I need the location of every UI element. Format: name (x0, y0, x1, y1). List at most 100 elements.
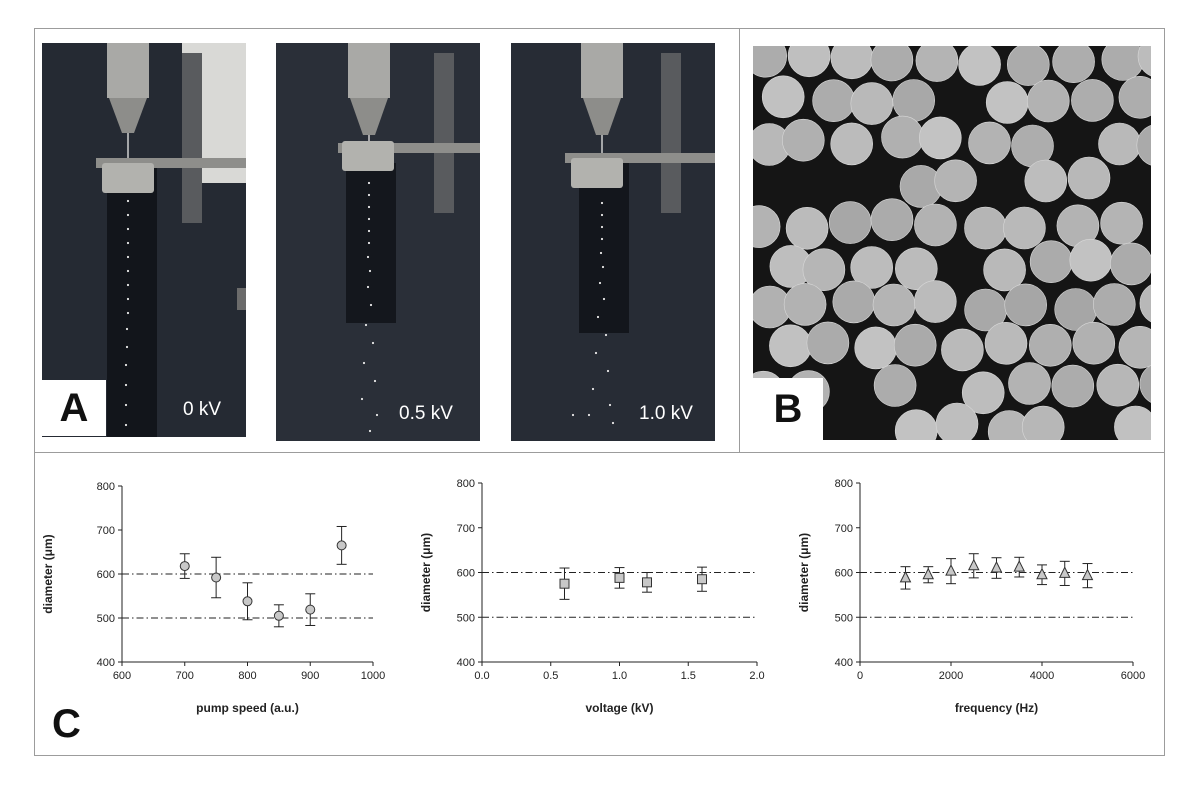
data-point (1013, 560, 1026, 572)
bead (870, 46, 914, 82)
bead (1052, 46, 1095, 83)
y-tick-label: 500 (457, 612, 475, 624)
x-axis-label: voltage (kV) (585, 701, 653, 715)
y-tick-label: 800 (457, 478, 475, 490)
data-point (967, 558, 980, 571)
bead (958, 46, 1001, 86)
data-point (336, 540, 347, 551)
y-tick-label: 800 (97, 481, 115, 493)
data-point (242, 596, 253, 607)
nozzle-photo-graphic (276, 43, 480, 441)
bead (914, 280, 957, 323)
x-tick-label: 1.5 (681, 670, 696, 682)
data-point (990, 560, 1003, 573)
bead (783, 283, 827, 326)
x-tick-label: 800 (238, 670, 256, 682)
y-tick-label: 400 (457, 657, 475, 669)
bead (1024, 159, 1068, 203)
x-tick-label: 0.0 (474, 670, 489, 682)
y-tick-label: 600 (835, 568, 853, 580)
bead (961, 371, 1005, 415)
x-tick-label: 0 (857, 670, 863, 682)
panel-divider-vertical (739, 28, 740, 452)
bead (984, 321, 1028, 365)
chart-voltage: 400 500 600 700 800 0.0 0.5 1.0 1.5 2.0 voltage (k… (419, 478, 765, 715)
bead (1028, 323, 1072, 367)
bead (1004, 283, 1048, 327)
data-point (945, 564, 957, 576)
bead (1021, 405, 1065, 440)
bead (941, 328, 984, 372)
bead (1137, 46, 1151, 77)
bead (1072, 321, 1116, 365)
bead (873, 364, 917, 407)
data-point (1081, 568, 1094, 581)
photo-nozzle-1-0kv: 1.0 kV (511, 43, 715, 441)
x-tick-label: 6000 (1121, 670, 1145, 682)
bead (781, 118, 825, 162)
data-point (273, 610, 284, 621)
x-tick-label: 900 (301, 670, 319, 682)
y-axis-label: diameter (μm) (797, 533, 811, 612)
y-axis-label: diameter (μm) (419, 533, 433, 612)
bead (935, 402, 979, 440)
data-point (697, 574, 707, 585)
chart-pump-speed: 400 500 600 700 800 600 700 800 900 1000 pump spee… (41, 481, 385, 715)
bead (983, 248, 1026, 292)
voltage-label: 1.0 kV (639, 403, 693, 424)
bead (787, 46, 831, 78)
x-tick-label: 1.0 (612, 670, 627, 682)
bead (830, 122, 873, 166)
y-tick-label: 500 (97, 613, 115, 625)
data-point (211, 572, 222, 583)
data-point (642, 577, 652, 588)
bead (1071, 79, 1114, 122)
bead (870, 198, 914, 241)
panel-label-a: A (42, 380, 106, 436)
bead (802, 248, 846, 291)
bead (968, 121, 1011, 165)
bead (914, 203, 957, 247)
bead (1026, 79, 1070, 123)
bead (1118, 326, 1151, 369)
nozzle-photo-graphic (42, 43, 246, 437)
bead (1139, 284, 1151, 323)
data-point (1058, 566, 1071, 578)
bead (1114, 405, 1151, 440)
nozzle-photo-graphic (511, 43, 715, 441)
data-point (614, 572, 625, 583)
bead (753, 46, 787, 78)
bead (785, 207, 829, 250)
x-tick-label: 4000 (1030, 670, 1054, 682)
bead-micrograph (753, 46, 1151, 440)
data-point (179, 561, 190, 572)
x-tick-label: 2.0 (749, 670, 764, 682)
y-tick-label: 800 (835, 478, 853, 490)
bead (1096, 363, 1140, 407)
y-tick-label: 500 (835, 612, 853, 624)
bead (1110, 242, 1151, 286)
data-point (1036, 567, 1048, 580)
voltage-label: 0.5 kV (399, 403, 453, 424)
y-tick-label: 700 (457, 523, 475, 535)
bead (895, 247, 938, 291)
panel-label-b: B (753, 378, 823, 440)
data-point (305, 604, 316, 615)
x-tick-label: 2000 (939, 670, 963, 682)
bead (1092, 283, 1136, 326)
panel-divider-horizontal (34, 452, 1165, 453)
bead (893, 323, 937, 367)
chart-frequency: 400 500 600 700 800 0 2000 4000 6000 frequency (H… (797, 478, 1145, 715)
bead (1100, 201, 1143, 245)
x-tick-label: 600 (113, 670, 131, 682)
x-axis-label: frequency (Hz) (955, 701, 1038, 715)
x-tick-label: 1000 (361, 670, 385, 682)
data-point (559, 578, 570, 589)
bead (1007, 46, 1050, 86)
photo-nozzle-0kv: 0 kV (42, 43, 246, 437)
y-tick-label: 400 (835, 657, 853, 669)
bead (1003, 206, 1046, 250)
y-axis-label: diameter (μm) (41, 534, 55, 613)
bead (919, 116, 962, 160)
